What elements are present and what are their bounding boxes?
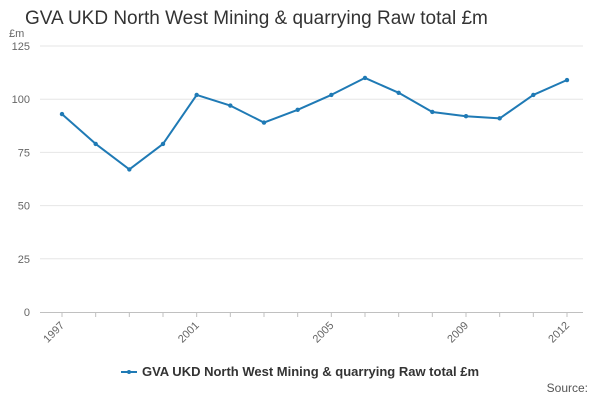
y-tick-label: 0 [24,307,30,319]
data-point [228,103,233,108]
legend-line-marker-icon [120,367,137,377]
data-point [564,77,570,83]
x-tick-label: 2012 [546,320,572,346]
data-point [295,107,300,113]
y-tick-label: 125 [12,41,30,53]
y-axis-unit-label: £m [9,28,24,40]
tick-labels: 0 25 50 75 100 125£m 1997 2001 2005 2009 2012 [9,28,572,345]
data-point [59,111,65,117]
gridlines [40,45,583,260]
data-point [362,75,368,81]
data-point [127,167,132,172]
line-chart: 0 25 50 75 100 125£m 1997 2001 2005 2009 2012 [9,28,583,345]
series-line [61,76,568,171]
data-point [329,92,334,98]
data-point [497,116,502,121]
legend[interactable]: GVA UKD North West Mining & quarrying Ra… [0,364,600,379]
source-label: Source: [546,381,588,395]
y-tick-label: 100 [12,94,30,106]
x-tick-label: 1997 [41,320,67,346]
data-point [531,92,536,98]
data-point [93,141,98,147]
x-tick-label: 2005 [311,320,337,346]
x-tick-label: 2009 [445,320,471,346]
chart-title: GVA UKD North West Mining & quarrying Ra… [25,8,488,29]
data-point [396,90,401,96]
data-point [463,114,469,119]
x-tick-label: 2001 [176,320,202,346]
data-point [194,92,199,98]
data-point [160,141,166,147]
y-tick-label: 50 [18,201,30,213]
y-tick-label: 25 [18,254,30,266]
data-point [261,120,267,125]
axes [40,312,583,317]
y-tick-label: 75 [18,147,30,159]
data-point [430,109,435,115]
series-layer [59,75,570,172]
legend-label: GVA UKD North West Mining & quarrying Ra… [141,364,480,379]
